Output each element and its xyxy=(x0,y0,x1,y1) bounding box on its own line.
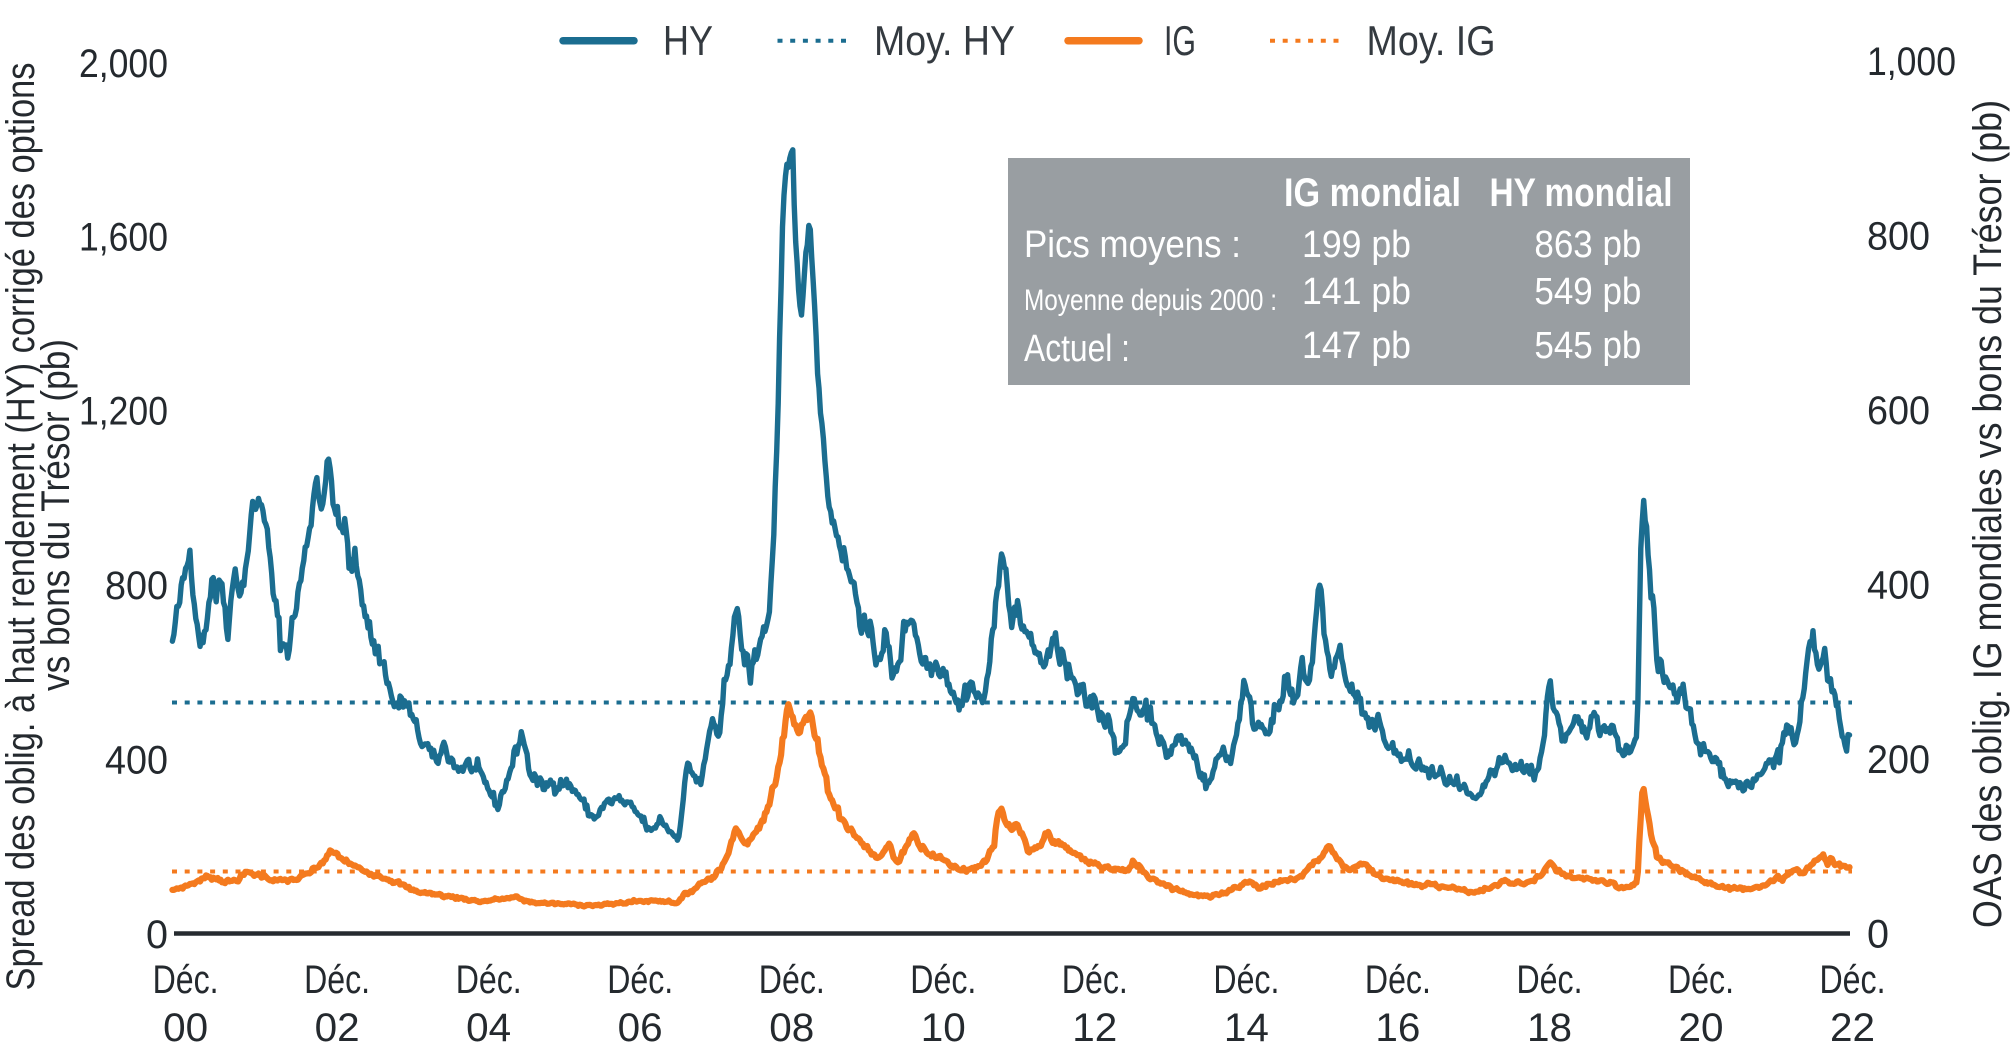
svg-text:22: 22 xyxy=(1830,1006,1875,1050)
svg-text:199 pb: 199 pb xyxy=(1302,224,1411,266)
svg-text:141 pb: 141 pb xyxy=(1302,271,1411,313)
svg-text:0: 0 xyxy=(1867,913,1889,957)
svg-text:Moy. IG: Moy. IG xyxy=(1367,17,1496,64)
svg-text:IG mondial: IG mondial xyxy=(1284,171,1461,215)
svg-text:Déc.: Déc. xyxy=(1668,958,1734,1002)
svg-text:02: 02 xyxy=(315,1006,360,1050)
svg-text:147 pb: 147 pb xyxy=(1302,325,1411,367)
svg-text:400: 400 xyxy=(1867,564,1930,608)
svg-text:545 pb: 545 pb xyxy=(1534,325,1641,367)
svg-text:400: 400 xyxy=(105,739,168,783)
svg-text:HY mondial: HY mondial xyxy=(1490,171,1673,215)
svg-text:10: 10 xyxy=(921,1006,966,1050)
svg-text:Déc.: Déc. xyxy=(1517,958,1583,1002)
svg-text:Déc.: Déc. xyxy=(456,958,522,1002)
svg-text:800: 800 xyxy=(1867,215,1930,259)
svg-text:12: 12 xyxy=(1072,1006,1117,1050)
svg-text:Déc.: Déc. xyxy=(1820,958,1886,1002)
svg-text:IG: IG xyxy=(1164,17,1196,64)
svg-text:Déc.: Déc. xyxy=(1213,958,1279,1002)
svg-text:20: 20 xyxy=(1679,1006,1724,1050)
svg-text:Actuel :: Actuel : xyxy=(1024,328,1130,370)
svg-text:08: 08 xyxy=(769,1006,814,1050)
svg-text:00: 00 xyxy=(163,1006,208,1050)
svg-text:600: 600 xyxy=(1867,389,1930,433)
svg-text:Déc.: Déc. xyxy=(910,958,976,1002)
svg-text:OAS des oblig. IG mondiales vs: OAS des oblig. IG mondiales vs bons du T… xyxy=(1966,100,2010,928)
svg-text:18: 18 xyxy=(1527,1006,1572,1050)
svg-text:2,000: 2,000 xyxy=(79,42,168,86)
svg-text:Pics moyens :: Pics moyens : xyxy=(1024,224,1241,266)
svg-text:Déc.: Déc. xyxy=(1062,958,1128,1002)
svg-text:Déc.: Déc. xyxy=(607,958,673,1002)
svg-text:04: 04 xyxy=(466,1006,511,1050)
svg-text:HY: HY xyxy=(663,17,713,64)
svg-text:16: 16 xyxy=(1375,1006,1420,1050)
svg-text:Moyenne depuis 2000 :: Moyenne depuis 2000 : xyxy=(1024,284,1277,317)
svg-text:Moy. HY: Moy. HY xyxy=(874,17,1015,64)
svg-text:800: 800 xyxy=(105,564,168,608)
svg-text:Spread des oblig. à haut rende: Spread des oblig. à haut rendement (HY) … xyxy=(0,63,43,991)
svg-text:06: 06 xyxy=(618,1006,663,1050)
svg-text:14: 14 xyxy=(1224,1006,1269,1050)
svg-text:200: 200 xyxy=(1867,738,1930,782)
svg-text:Déc.: Déc. xyxy=(304,958,370,1002)
svg-text:1,600: 1,600 xyxy=(79,216,168,260)
svg-text:0: 0 xyxy=(146,913,168,957)
svg-text:863 pb: 863 pb xyxy=(1534,224,1641,266)
svg-text:1,000: 1,000 xyxy=(1867,40,1956,84)
svg-text:Déc.: Déc. xyxy=(153,958,219,1002)
svg-text:vs bons du Trésor (pb): vs bons du Trésor (pb) xyxy=(34,339,78,691)
svg-text:Déc.: Déc. xyxy=(1365,958,1431,1002)
svg-text:Déc.: Déc. xyxy=(759,958,825,1002)
svg-text:1,200: 1,200 xyxy=(79,390,168,434)
svg-text:549 pb: 549 pb xyxy=(1534,271,1641,313)
